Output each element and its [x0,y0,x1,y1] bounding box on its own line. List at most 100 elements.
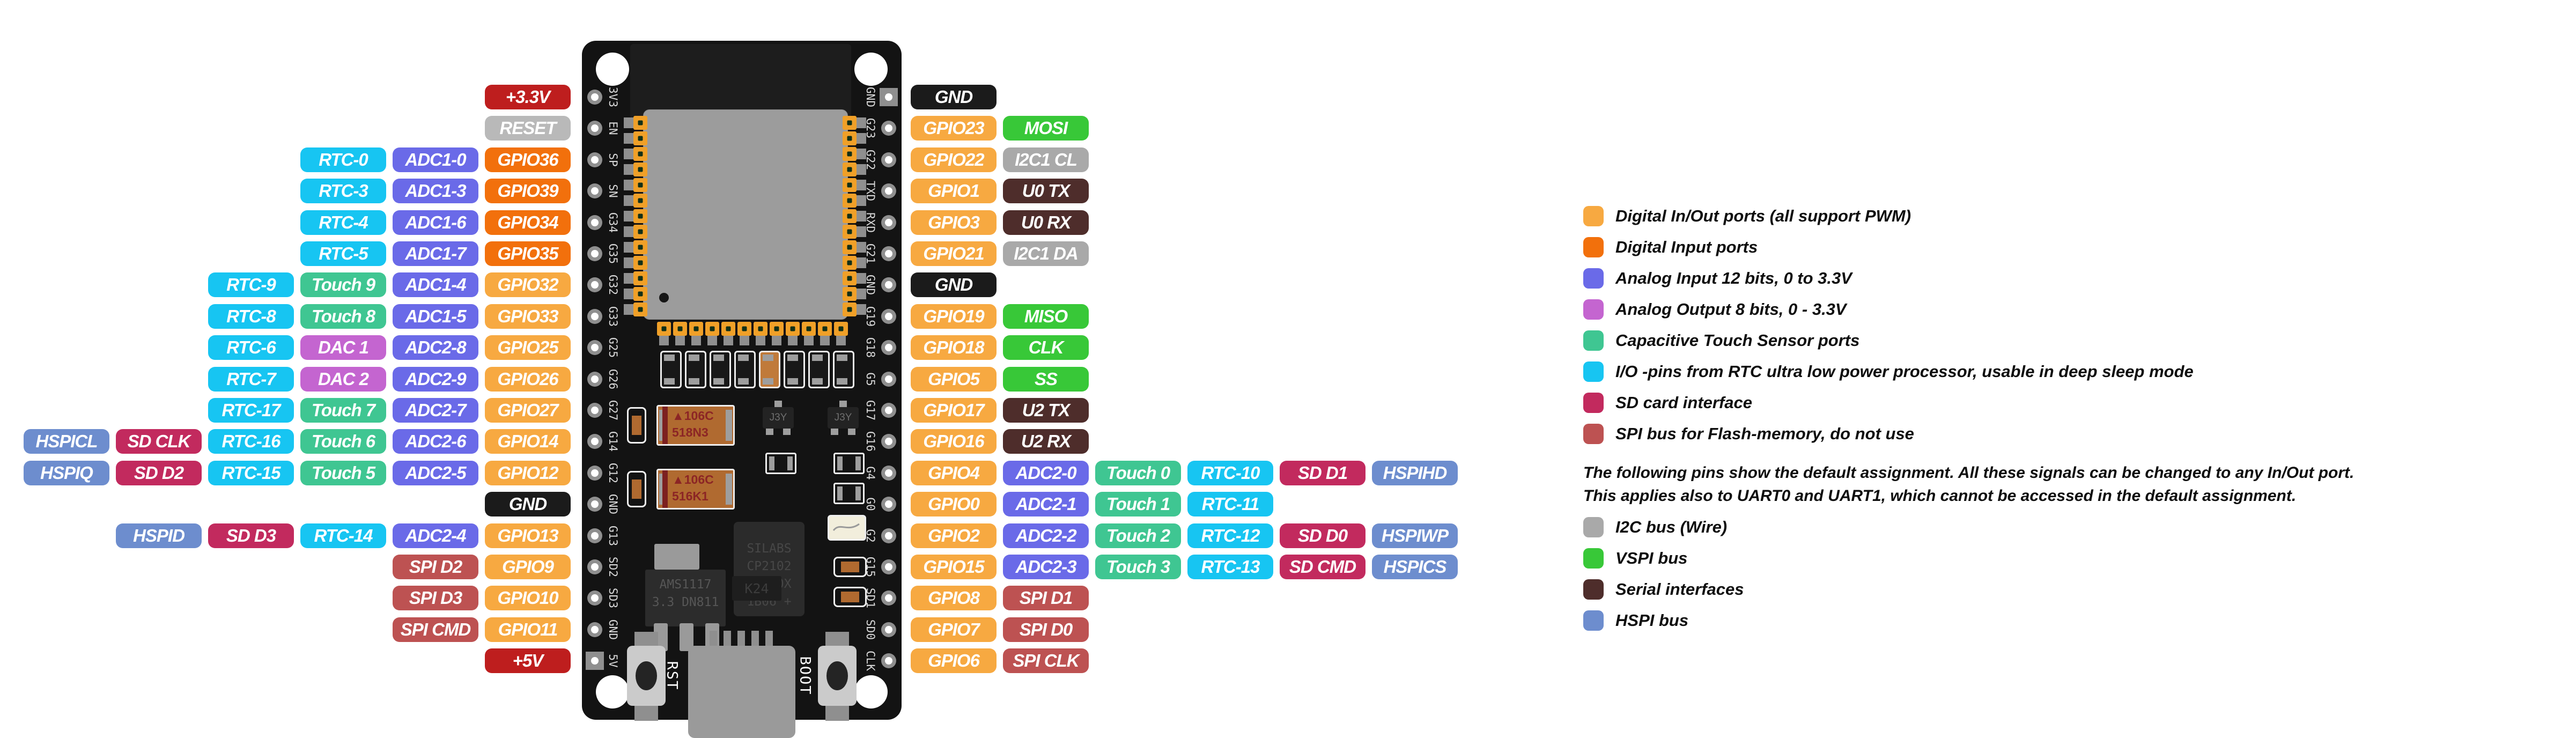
legend-color-swatch-i2c [1583,517,1604,537]
legend-item-touch: Capacitive Touch Sensor ports [1583,330,2576,351]
pin-chip-adc2-0: ADC2-0 [1003,460,1089,485]
onboard-led [828,515,866,541]
capacitor1-marking-line1: ▲106C [672,409,714,423]
module-pad-stub [857,180,866,190]
module-castellation-pad [843,209,857,223]
pin-pad [587,371,602,387]
board-pin-label-g15: G15 [864,557,877,577]
pin-chip-rtc-6: RTC-6 [208,335,294,360]
legend-color-swatch-touch [1583,330,1604,351]
module-pad-stub [624,149,633,159]
module-pad-stub [624,257,633,268]
rst-button-label: RST [663,661,681,691]
mounting-hole-bottom-left [596,675,629,709]
pin-chip-sd-cmd: SD CMD [1280,555,1365,579]
pin-chip-gpio39: GPIO39 [485,179,571,204]
pin-chip-gpio14: GPIO14 [485,429,571,454]
voltage-regulator: AMS1117 3.3 DN811 [645,570,726,626]
pin-chip-spi-d3: SPI D3 [393,586,478,611]
module-pad-stub [857,133,866,144]
pin-chip-gpio13: GPIO13 [485,523,571,548]
module-pad-stub [740,336,749,345]
module-pad-stub [624,242,633,253]
pin-chip-gpio2: GPIO2 [911,523,997,548]
module-pad-stub [624,180,633,190]
micro-usb-connector [688,646,795,738]
module-castellation-pad [802,322,816,336]
board-pin-label-g0: G0 [864,497,877,511]
pin-chip-rtc-11: RTC-11 [1187,492,1273,517]
board-pin-label-g26: G26 [607,368,619,389]
smd-capacitor [833,557,867,577]
module-pad-stub [624,133,633,144]
pin-chip-sd-d2: SD D2 [116,460,202,485]
pin-chip--5v: +5V [485,648,571,674]
pin-chip-sd-d1: SD D1 [1280,460,1365,485]
pin-pad [881,121,896,136]
pin-chip-adc2-3: ADC2-3 [1003,555,1089,579]
module-pad-stub [659,336,669,345]
usb-chip-marking-line2: CP2102 [747,559,792,573]
board-pin-label-sn: SN [607,184,619,198]
smd-resistor [685,351,706,388]
pin-chip-gpio33: GPIO33 [485,304,571,329]
module-pad-stub [624,273,633,284]
pin-chip--3-3v: +3.3V [485,85,571,109]
pin-chip-gpio11: GPIO11 [485,617,571,642]
pin-pad [587,497,602,512]
board-pin-label-g4: G4 [864,466,877,480]
pin-chip-gpio17: GPIO17 [911,398,997,423]
module-pad-stub [857,164,866,175]
pin-row-left-8: RTC-8 Touch 8 ADC1-5 GPIO33 [0,304,571,329]
pin-pad [881,434,896,449]
legend-item-label: HSPI bus [1615,611,1689,630]
usb-connector-pin [737,631,745,648]
board-pin-label-g18: G18 [864,337,877,358]
module-pad-stub [624,211,633,222]
pin-chip-adc2-8: ADC2-8 [393,335,478,360]
board-pin-label-g23: G23 [864,118,877,139]
board-pin-label-5v: 5V [607,654,619,668]
module-pin1-marker [659,293,669,302]
pin-chip-gpio22: GPIO22 [911,147,997,172]
legend-item-i2c: I2C bus (Wire) [1583,517,2576,537]
pin-chip-rtc-4: RTC-4 [300,210,386,235]
board-pin-label-sd0: SD0 [864,619,877,640]
pin-chip-gpio10: GPIO10 [485,586,571,611]
board-pin-label-clk: CLK [864,651,877,671]
pin-chip-touch-7: Touch 7 [300,398,386,423]
board-pin-label-gnd: GND [864,275,877,296]
pin-pad [587,340,602,356]
module-pad-stub [624,304,633,315]
pin-row-left-15: HSPID SD D3 RTC-14 ADC2-4 GPIO13 [0,523,571,548]
pin-chip-rtc-17: RTC-17 [208,398,294,423]
module-pad-stub [624,226,633,237]
legend-note-line1: The following pins show the default assi… [1583,464,2354,482]
pin-row-right-3: GPIO22 I2C1 CL [911,147,1554,172]
smd-resistor [734,351,756,388]
legend-item-io: Digital In/Out ports (all support PWM) [1583,206,2576,226]
module-castellation-pad [843,271,857,285]
module-castellation-pad [786,322,800,336]
pin-chip-reset: RESET [485,116,571,141]
smd-resistor [710,351,731,388]
pin-chip-gpio25: GPIO25 [485,335,571,360]
pin-pad [587,277,602,293]
module-castellation-pad [843,287,857,301]
wifi-antenna-area [630,44,851,119]
module-castellation-pad [843,225,857,239]
pin-chip-adc1-6: ADC1-6 [393,210,478,235]
module-castellation-pad [843,256,857,270]
smd-capacitor [627,471,646,507]
module-castellation-pad [705,322,719,336]
board-pin-label-g13: G13 [607,525,619,546]
module-castellation-pad [657,322,671,336]
module-pad-stub [624,164,633,175]
mounting-hole-top-right [854,53,888,86]
module-pad-stub [857,257,866,268]
pin-pad [881,371,896,387]
module-pad-stub [624,117,633,128]
transistor-2: J3Y [828,401,859,435]
pin-chip-adc2-6: ADC2-6 [393,429,478,454]
pin-chip-adc2-9: ADC2-9 [393,366,478,392]
